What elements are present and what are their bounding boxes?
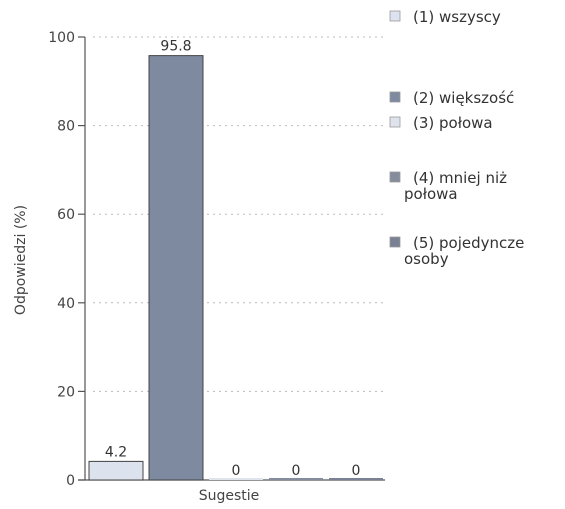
legend-item: (3) połowa <box>389 114 493 132</box>
legend-swatch <box>389 116 401 128</box>
bar <box>88 460 144 481</box>
y-tick-label: 40 <box>57 296 75 312</box>
y-tick-label: 0 <box>66 473 75 489</box>
data-label: 95.8 <box>160 39 191 55</box>
legend-swatch <box>389 91 401 103</box>
axes: 0 20 40 60 80 100 <box>48 30 385 489</box>
legend-label: połowa <box>404 185 458 203</box>
x-axis-label: Sugestie <box>199 488 260 504</box>
legend-label: (3) połowa <box>413 114 493 132</box>
legend: (1) wszyscy (2) większość (3) połowa (4) mn… <box>389 8 524 268</box>
legend-item: (1) wszyscy <box>389 8 501 26</box>
y-tick-label: 80 <box>57 119 75 135</box>
y-tick-label: 20 <box>57 384 75 400</box>
data-label: 0 <box>352 463 361 479</box>
data-label: 0 <box>232 463 241 479</box>
data-label: 4.2 <box>105 444 127 460</box>
bar <box>148 55 204 481</box>
legend-label: (5) pojedyncze <box>413 234 524 252</box>
y-tick-label: 100 <box>48 30 75 46</box>
data-label: 0 <box>292 463 301 479</box>
legend-item: (2) większość <box>389 89 514 107</box>
legend-label: osoby <box>404 250 449 268</box>
legend-label: (4) mniej niż <box>413 169 507 187</box>
legend-swatch <box>389 171 401 183</box>
y-axis-label: Odpowiedzi (%) <box>13 205 29 315</box>
y-tick-label: 60 <box>57 207 75 223</box>
bars <box>88 55 383 481</box>
legend-swatch <box>389 10 401 22</box>
data-labels: 4.2 95.8 0 0 0 <box>105 39 361 479</box>
legend-label: (2) większość <box>413 89 514 107</box>
legend-label: (1) wszyscy <box>413 8 501 26</box>
legend-swatch <box>389 236 401 248</box>
gridlines <box>93 36 385 392</box>
